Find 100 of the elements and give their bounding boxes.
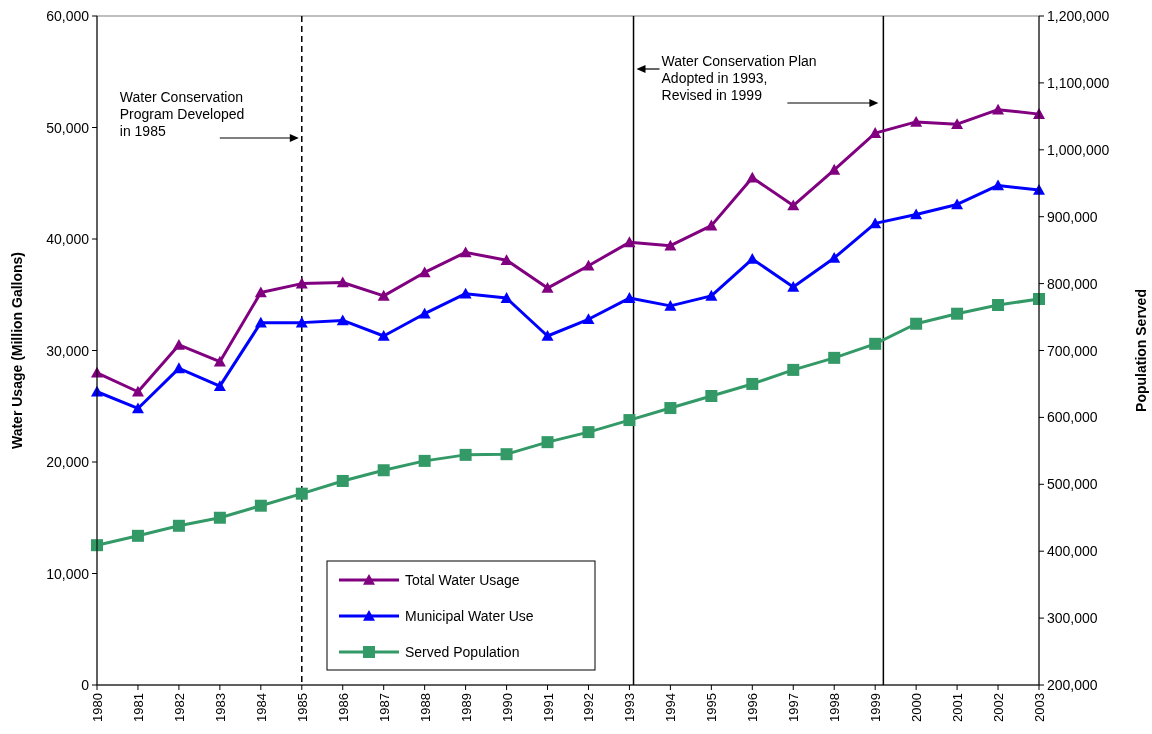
point (172, 362, 185, 374)
x-tick-label: 1982 (171, 693, 187, 722)
point (705, 289, 718, 301)
y-tick-label: 60,000 (46, 8, 90, 24)
y-tick-label: 0 (81, 677, 90, 693)
point (377, 464, 390, 477)
point (787, 199, 800, 211)
point (213, 511, 226, 524)
y-tick-label: 40,000 (46, 231, 90, 247)
point (582, 313, 595, 325)
y2-tick-label: 1,000,000 (1047, 141, 1110, 158)
point (664, 239, 677, 251)
point (418, 454, 431, 467)
y2-tick-label: 200,000 (1047, 677, 1098, 693)
x-tick-label: 1987 (376, 693, 392, 722)
point (213, 355, 226, 367)
x-tick-label: 1991 (540, 693, 556, 722)
y-tick-label: 20,000 (46, 454, 90, 470)
x-tick-label: 1993 (622, 693, 638, 722)
x-tick-label: 1999 (868, 693, 884, 722)
point (705, 219, 718, 231)
y2-tick-label: 600,000 (1047, 409, 1098, 426)
point (459, 246, 472, 258)
x-tick-label: 1984 (253, 693, 269, 722)
point (131, 402, 144, 414)
point (418, 266, 431, 278)
point (295, 277, 308, 289)
y2-tick-label: 400,000 (1047, 543, 1098, 560)
point (336, 276, 349, 288)
y2-tick-label: 1,100,000 (1047, 74, 1110, 91)
point (500, 448, 513, 461)
point (254, 499, 267, 512)
point (582, 426, 595, 439)
ref-line-label: Water Conservation Plan Adopted in 1993, Revised in 1999 (661, 53, 817, 103)
x-tick-label: 1985 (294, 693, 310, 722)
point (295, 487, 308, 500)
point (172, 338, 185, 350)
point (828, 251, 841, 263)
x-tick-label: 1996 (745, 693, 761, 722)
y-tick-label: 30,000 (46, 342, 90, 359)
point (910, 115, 923, 127)
point (254, 286, 267, 298)
y2-tick-label: 700,000 (1047, 342, 1098, 359)
y2-tick-label: 500,000 (1047, 476, 1098, 493)
point (951, 307, 964, 320)
point (992, 299, 1005, 312)
point (992, 103, 1005, 115)
y2-tick-label: 900,000 (1047, 208, 1098, 225)
y-tick-label: 10,000 (46, 565, 90, 582)
point (541, 436, 554, 449)
point (541, 282, 554, 293)
point (787, 363, 800, 376)
point (992, 179, 1005, 191)
point (623, 292, 636, 303)
point (664, 402, 677, 415)
point (951, 198, 964, 210)
y-tick-label: 50,000 (46, 119, 90, 136)
point (623, 414, 636, 427)
point (459, 287, 472, 299)
x-tick-label: 2000 (909, 693, 925, 722)
point (541, 330, 554, 341)
point (910, 317, 923, 330)
point (869, 217, 882, 229)
point (131, 529, 144, 542)
x-tick-label: 1997 (786, 693, 802, 722)
point (295, 316, 308, 328)
x-tick-label: 1992 (581, 693, 597, 722)
point (254, 316, 267, 328)
x-tick-label: 2003 (1032, 693, 1047, 722)
x-tick-label: 1995 (704, 693, 720, 722)
point (869, 337, 882, 350)
point (172, 519, 185, 532)
point (664, 299, 677, 311)
y2-tick-label: 300,000 (1047, 610, 1098, 627)
point (623, 236, 636, 248)
point (787, 280, 800, 292)
x-tick-label: 1986 (335, 693, 351, 722)
point (336, 474, 349, 487)
point (828, 351, 841, 364)
x-tick-label: 1980 (90, 693, 105, 722)
point (131, 385, 144, 397)
x-tick-label: 1988 (417, 693, 433, 722)
x-tick-label: 1981 (130, 693, 146, 722)
point (705, 389, 718, 402)
point (828, 163, 841, 175)
point (951, 118, 964, 129)
x-tick-label: 1989 (458, 693, 474, 722)
point (377, 289, 390, 301)
y2-tick-label: 1,200,000 (1047, 8, 1110, 24)
point (500, 292, 513, 303)
point (336, 314, 349, 326)
legend-label: Municipal Water Use (405, 608, 534, 624)
legend-label: Served Population (405, 644, 520, 660)
x-tick-label: 2001 (950, 693, 966, 722)
x-tick-label: 1994 (663, 693, 679, 722)
point (746, 377, 759, 390)
point (869, 127, 882, 138)
point (910, 208, 923, 220)
y2-tick-label: 800,000 (1047, 275, 1098, 292)
y2-axis-title: Population Served (1133, 289, 1149, 412)
